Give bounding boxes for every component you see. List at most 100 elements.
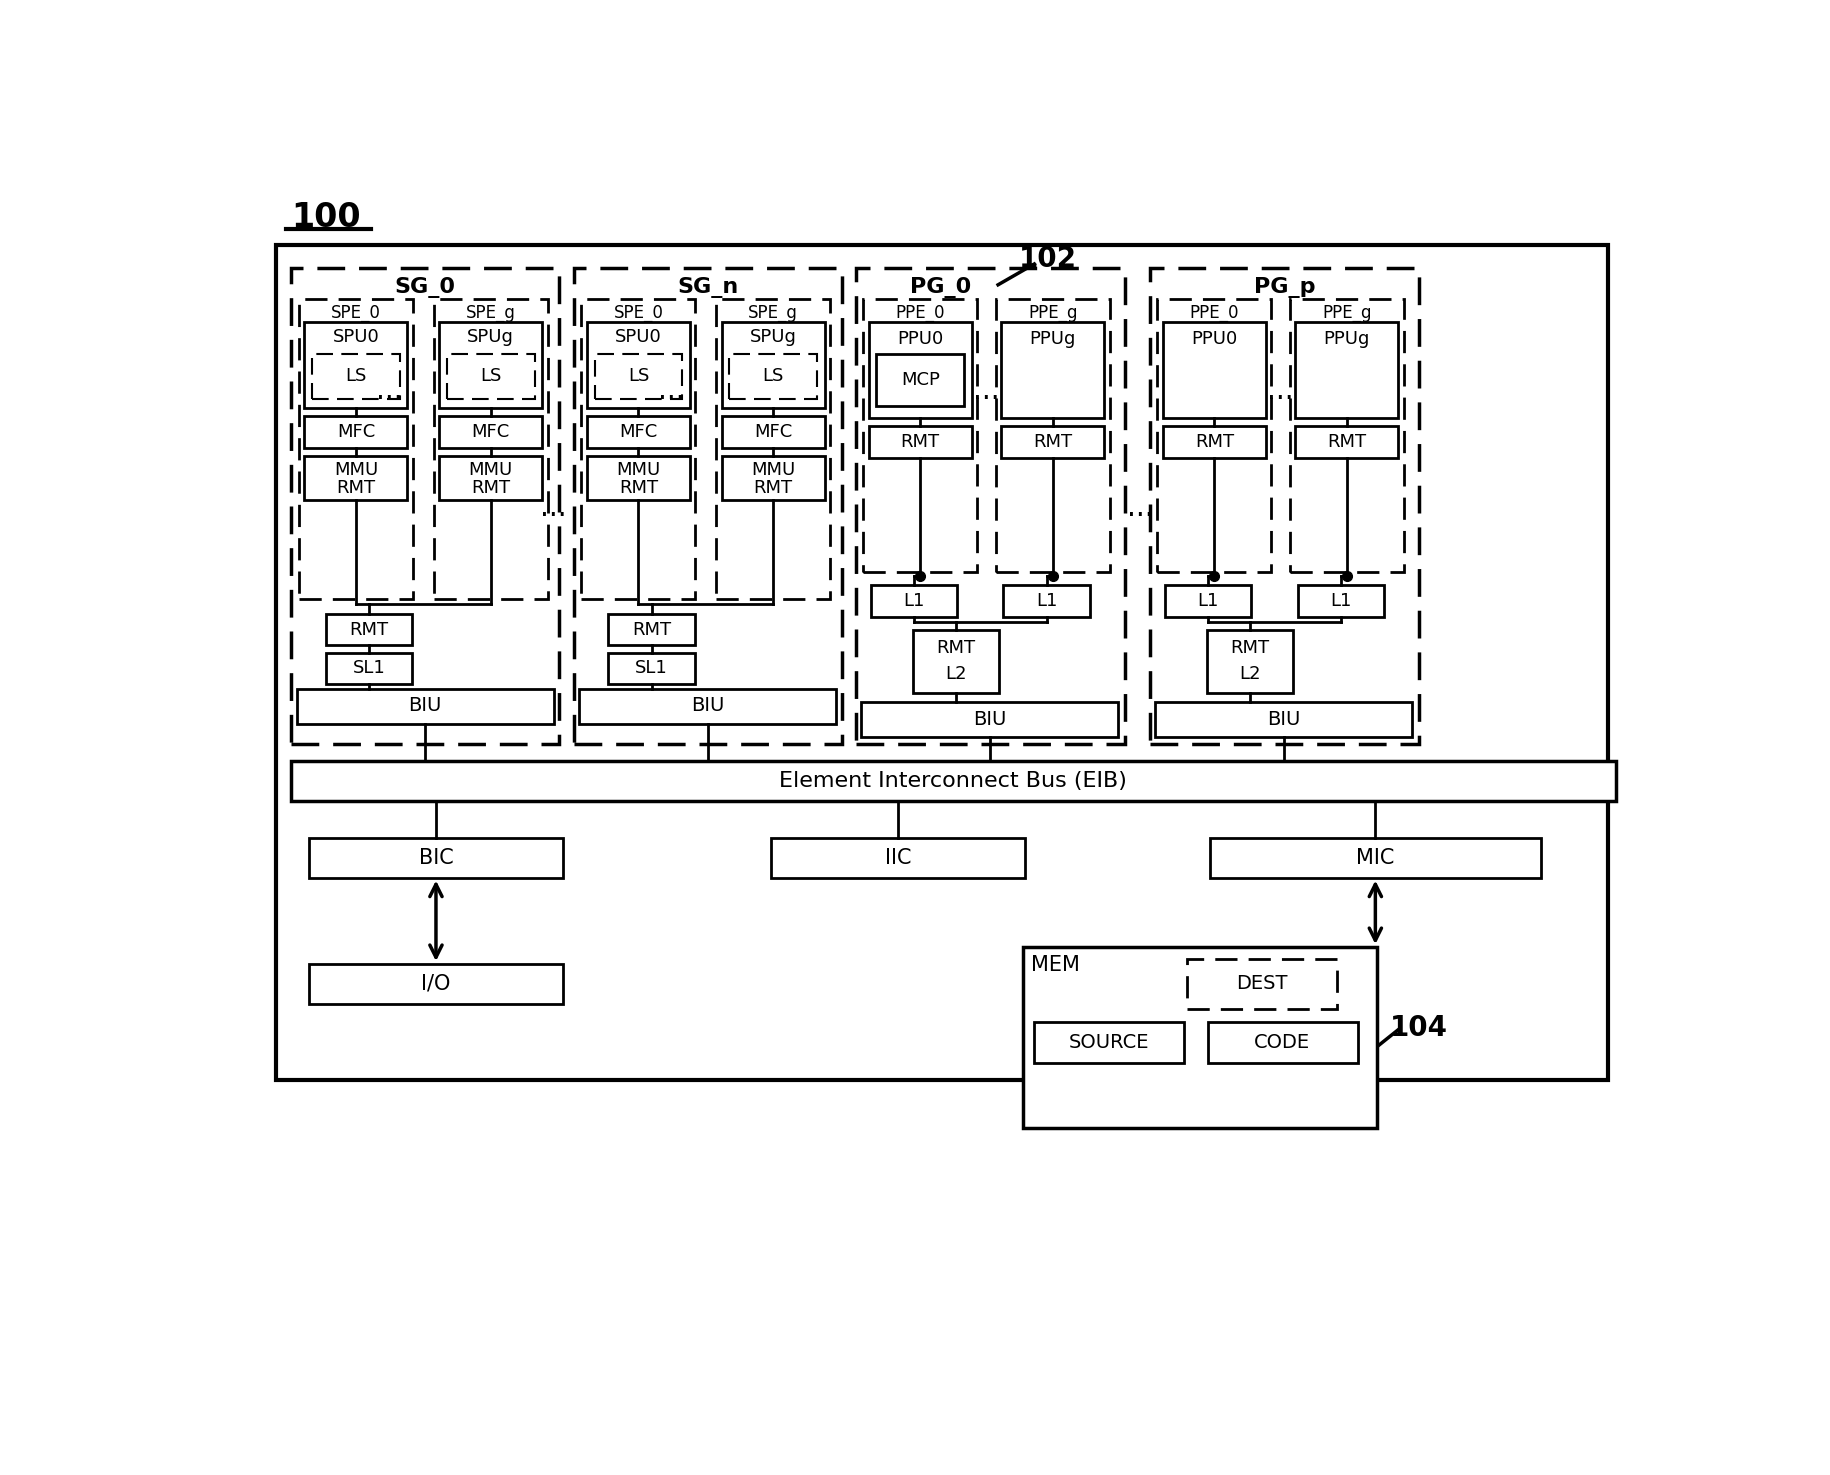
Bar	[587, 416, 690, 448]
Text: 102: 102	[1019, 245, 1076, 273]
Bar	[296, 689, 553, 724]
Text: L1: L1	[1329, 593, 1351, 611]
Bar	[862, 298, 977, 572]
Bar	[1288, 298, 1404, 572]
Bar	[439, 322, 542, 409]
Text: L1: L1	[1197, 593, 1219, 611]
Text: I/O: I/O	[421, 974, 450, 994]
Text: BIU: BIU	[972, 709, 1006, 729]
Text: 104: 104	[1389, 1013, 1448, 1041]
Text: MCP: MCP	[900, 372, 939, 389]
Text: RMT: RMT	[1230, 639, 1268, 658]
Text: PPE_0: PPE_0	[895, 304, 944, 322]
Text: ...: ...	[1266, 378, 1294, 406]
Text: MMU: MMU	[617, 460, 661, 478]
Bar	[439, 416, 542, 448]
Bar	[1001, 322, 1103, 417]
Text: DEST: DEST	[1235, 974, 1286, 993]
Bar	[1023, 947, 1376, 1128]
Bar	[326, 615, 412, 645]
Text: MMU: MMU	[750, 460, 794, 478]
Text: SOURCE: SOURCE	[1069, 1032, 1149, 1052]
Text: RMT: RMT	[1195, 432, 1233, 451]
Bar	[291, 761, 1614, 801]
Text: L1: L1	[902, 593, 924, 611]
Bar	[304, 322, 408, 409]
Text: PPU0: PPU0	[897, 330, 942, 348]
Bar	[1155, 702, 1411, 738]
Bar	[1034, 1022, 1184, 1062]
Text: RMT: RMT	[900, 432, 939, 451]
Bar	[1164, 586, 1250, 618]
Text: ...: ...	[659, 378, 684, 406]
Text: SPE_0: SPE_0	[331, 304, 381, 322]
Bar	[1149, 268, 1418, 743]
Text: SPU0: SPU0	[333, 327, 379, 347]
Text: SG_0: SG_0	[395, 277, 456, 298]
Bar	[867, 322, 972, 417]
Text: LS: LS	[628, 367, 650, 385]
Text: MFC: MFC	[754, 423, 792, 441]
Text: Element Interconnect Bus (EIB): Element Interconnect Bus (EIB)	[780, 770, 1127, 791]
Text: RMT: RMT	[470, 479, 511, 497]
Bar	[291, 268, 558, 743]
Bar	[309, 838, 562, 878]
Bar	[298, 298, 412, 599]
Text: PPE_0: PPE_0	[1190, 304, 1239, 322]
Bar	[1186, 959, 1336, 1009]
Text: L2: L2	[944, 665, 966, 683]
Text: RMT: RMT	[337, 479, 375, 497]
Text: ...: ...	[540, 494, 565, 522]
Bar	[595, 354, 683, 398]
Text: SPUg: SPUg	[467, 327, 514, 347]
Bar	[1157, 298, 1270, 572]
Text: CODE: CODE	[1254, 1032, 1310, 1052]
Text: RMT: RMT	[631, 621, 672, 639]
Text: L1: L1	[1036, 593, 1056, 611]
Text: PG_p: PG_p	[1254, 277, 1314, 298]
Bar	[877, 354, 964, 407]
Text: LS: LS	[761, 367, 783, 385]
Bar	[721, 456, 824, 500]
Text: RMT: RMT	[1327, 432, 1365, 451]
Text: RMT: RMT	[935, 639, 975, 658]
Text: SPE_g: SPE_g	[465, 304, 516, 322]
Text: RMT: RMT	[1032, 432, 1072, 451]
Text: BIU: BIU	[408, 696, 441, 715]
Bar	[1003, 586, 1089, 618]
Text: PPUg: PPUg	[1323, 330, 1369, 348]
Bar	[996, 298, 1109, 572]
Text: MEM: MEM	[1030, 956, 1080, 975]
Text: PPE_g: PPE_g	[1321, 304, 1371, 322]
Bar	[587, 456, 690, 500]
Bar	[1206, 630, 1292, 693]
Bar	[1294, 426, 1398, 459]
Text: ...: ...	[375, 378, 403, 406]
Text: PG_0: PG_0	[910, 277, 970, 298]
Bar	[871, 586, 957, 618]
Bar	[573, 268, 842, 743]
Bar	[1206, 1022, 1356, 1062]
Bar	[582, 298, 695, 599]
Text: SPUg: SPUg	[748, 327, 796, 347]
Text: RMT: RMT	[754, 479, 792, 497]
Bar	[304, 456, 408, 500]
Bar	[770, 838, 1025, 878]
Bar	[1294, 322, 1398, 417]
Bar	[311, 354, 399, 398]
Bar	[1297, 586, 1383, 618]
Text: SL1: SL1	[635, 659, 668, 677]
Text: MIC: MIC	[1356, 848, 1394, 867]
Bar	[867, 426, 972, 459]
Text: RMT: RMT	[619, 479, 657, 497]
Bar	[1162, 426, 1265, 459]
Bar	[587, 322, 690, 409]
Text: ...: ...	[1127, 494, 1153, 522]
Text: ...: ...	[974, 378, 999, 406]
Bar	[276, 245, 1607, 1080]
Text: MFC: MFC	[619, 423, 657, 441]
Bar	[860, 702, 1118, 738]
Text: LS: LS	[479, 367, 501, 385]
Text: IIC: IIC	[884, 848, 911, 867]
Text: MFC: MFC	[337, 423, 375, 441]
